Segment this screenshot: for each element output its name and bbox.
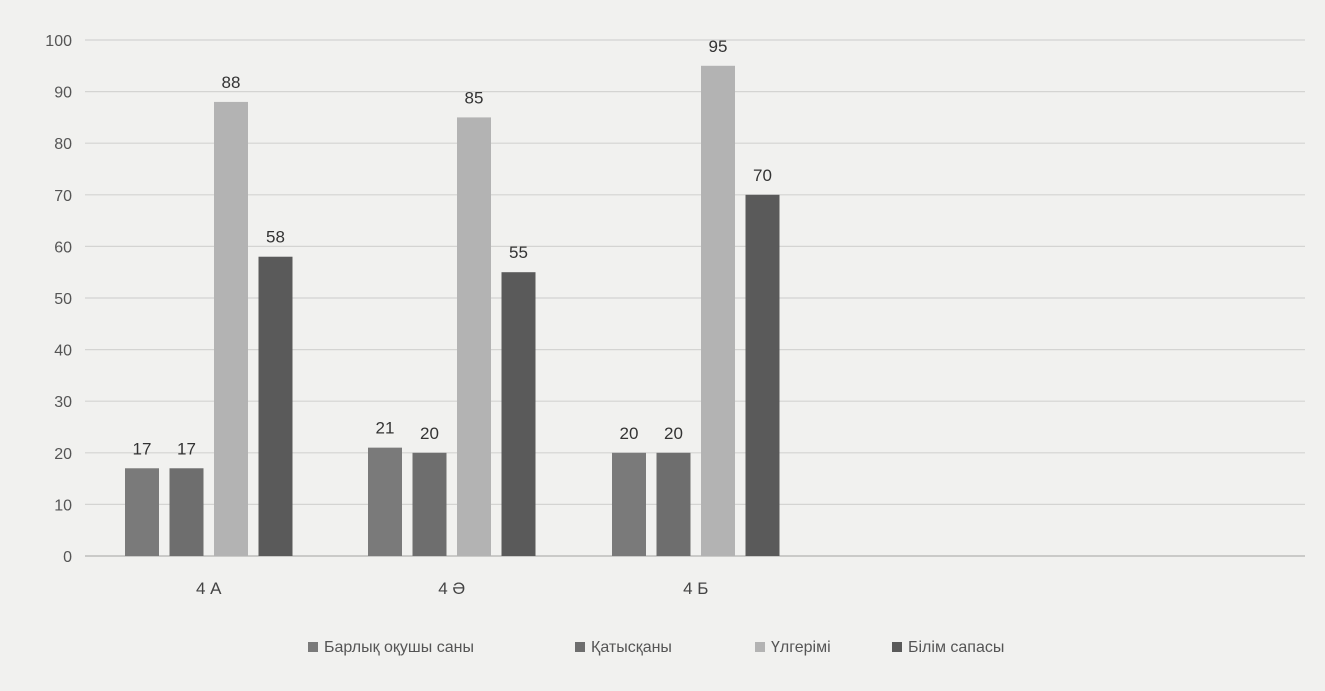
y-tick-label-70: 70 <box>54 188 72 205</box>
y-tick-label-50: 50 <box>54 291 72 308</box>
legend-swatch-1 <box>308 642 318 652</box>
data-label-3-3: 95 <box>709 37 728 56</box>
bar-3-3 <box>701 65 735 557</box>
bar-2-3 <box>457 117 491 557</box>
legend-swatch-3 <box>755 642 765 652</box>
legend-label-4: Білім сапасы <box>908 639 1004 656</box>
data-label-1-3: 88 <box>222 73 241 92</box>
bars <box>125 65 780 557</box>
data-label-1-4: 58 <box>266 228 285 247</box>
data-label-2-2: 20 <box>420 424 439 443</box>
bar-1-2 <box>169 468 204 556</box>
data-label-2-4: 55 <box>509 243 528 262</box>
bar-1-4 <box>258 256 293 556</box>
axes: 0 10 20 30 40 50 60 70 80 90 100 4 А 4 Ә 4 Б <box>45 33 708 598</box>
legend-swatch-2 <box>575 642 585 652</box>
y-tick-label-30: 30 <box>54 394 72 411</box>
y-tick-label-40: 40 <box>54 343 72 360</box>
bar-1-1 <box>125 468 159 556</box>
y-tick-label-0: 0 <box>63 549 72 566</box>
bar-3-4 <box>745 194 780 557</box>
data-label-3-1: 20 <box>620 424 639 443</box>
y-tick-label-80: 80 <box>54 136 72 153</box>
legend-swatch-4 <box>892 642 902 652</box>
bar-2-1 <box>368 447 402 556</box>
y-tick-label-10: 10 <box>54 497 72 514</box>
data-label-3-4: 70 <box>753 166 772 185</box>
bar-2-4 <box>501 272 536 556</box>
legend: Барлық оқушы саны Қатысқаны Үлгерімі Білім … <box>308 639 1004 656</box>
data-label-1-1: 17 <box>133 439 152 458</box>
bar-1-3 <box>214 101 248 557</box>
bar-3-2 <box>656 452 691 556</box>
bar-3-1 <box>612 452 646 556</box>
category-label-1: 4 А <box>196 579 222 598</box>
legend-label-2: Қатысқаны <box>591 639 672 656</box>
data-label-2-3: 85 <box>465 88 484 107</box>
y-tick-label-90: 90 <box>54 85 72 102</box>
legend-label-1: Барлық оқушы саны <box>324 639 474 656</box>
y-tick-label-60: 60 <box>54 239 72 256</box>
y-tick-label-100: 100 <box>45 33 72 50</box>
y-tick-label-20: 20 <box>54 446 72 463</box>
category-label-2: 4 Ә <box>438 579 465 598</box>
category-label-3: 4 Б <box>683 579 708 598</box>
data-labels: 17 17 88 58 21 20 85 55 20 20 95 70 <box>133 37 772 458</box>
legend-label-3: Үлгерімі <box>771 639 831 656</box>
data-label-1-2: 17 <box>177 439 196 458</box>
data-label-3-2: 20 <box>664 424 683 443</box>
bar-2-2 <box>412 452 447 556</box>
data-label-2-1: 21 <box>376 419 395 438</box>
